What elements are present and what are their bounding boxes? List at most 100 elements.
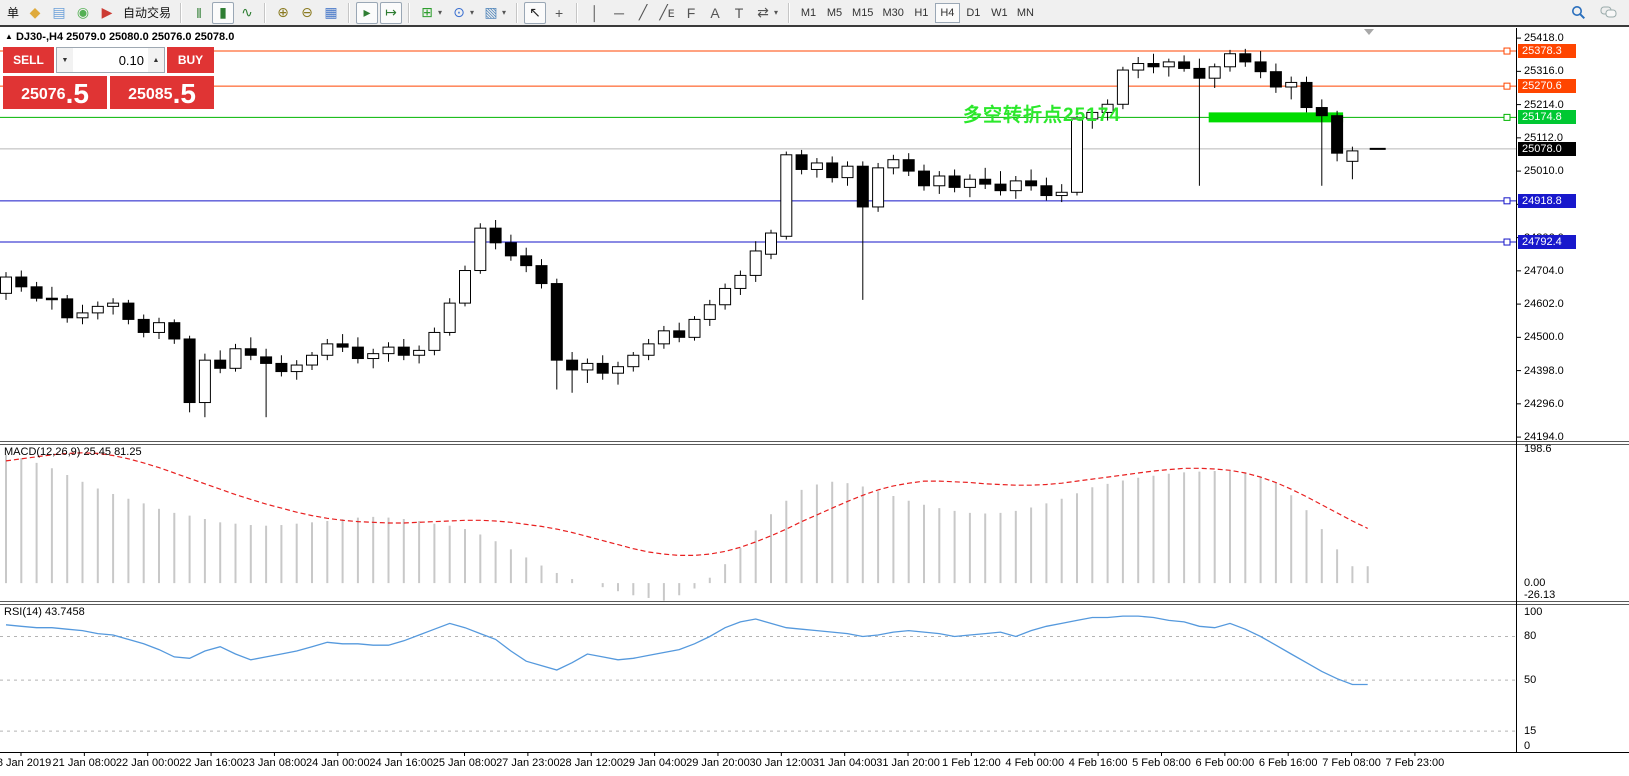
fibonacci-icon[interactable]: F bbox=[686, 4, 696, 21]
candle-body bbox=[428, 331, 441, 351]
candle-body bbox=[1285, 81, 1298, 88]
timeframe-m5[interactable]: M5 bbox=[826, 6, 843, 19]
time-tick-label: 1 Feb 12:00 bbox=[942, 757, 1001, 769]
price-tick-label: 25418.0 bbox=[1524, 32, 1564, 45]
zoom-in-icon[interactable]: ⊕ bbox=[277, 4, 289, 20]
timeframe-m1[interactable]: M1 bbox=[800, 6, 817, 19]
autotrading-button[interactable]: ▶ bbox=[101, 4, 113, 20]
volume-down-button[interactable]: ▼ bbox=[57, 48, 73, 72]
time-tick-label: 22 Jan 16:00 bbox=[179, 757, 243, 769]
toolbar-separator bbox=[408, 2, 411, 23]
macd-splitter[interactable] bbox=[0, 441, 1629, 445]
timeframe-h4[interactable]: H4 bbox=[934, 2, 960, 23]
volume-input[interactable] bbox=[73, 48, 148, 72]
bar-chart-type-icon[interactable]: ‖ bbox=[196, 4, 202, 21]
arrows-tool-icon-caret[interactable]: ▾ bbox=[774, 8, 779, 17]
price-tick-label: 24296.0 bbox=[1524, 397, 1564, 410]
candle-body bbox=[979, 178, 992, 185]
timeframe-m30[interactable]: M30 bbox=[882, 6, 904, 19]
candle-body bbox=[688, 318, 701, 338]
vertical-line-icon[interactable]: │ bbox=[590, 4, 600, 21]
level-anchor-square bbox=[1503, 82, 1511, 90]
arrows-tool-icon[interactable]: ⇄ bbox=[757, 4, 769, 20]
chat-icon[interactable] bbox=[1597, 2, 1619, 24]
price-tick-label: 25316.0 bbox=[1524, 65, 1564, 78]
price-badge: 24792.4 bbox=[1518, 235, 1576, 250]
trendline-icon[interactable]: ╱ bbox=[638, 4, 648, 20]
timeframe-mn[interactable]: MN bbox=[1016, 6, 1034, 19]
candle-body bbox=[351, 346, 364, 360]
candle-body bbox=[612, 366, 624, 374]
new-order-icon[interactable]: ◆ bbox=[29, 4, 41, 20]
text-tool-icon[interactable]: A bbox=[710, 4, 720, 21]
macd-label: MACD(12,26,9) 25.45 81.25 bbox=[4, 446, 142, 458]
indicators-icon[interactable]: ⊞ bbox=[421, 4, 433, 20]
crosshair-icon[interactable]: + bbox=[554, 4, 564, 21]
rsi-splitter[interactable] bbox=[0, 601, 1629, 605]
level-anchor-square bbox=[1503, 113, 1511, 121]
time-tick-label: 21 Jan 08:00 bbox=[52, 757, 117, 769]
timeframe-buttons: M1 M5 M15 M30 H1 H4 D1 W1 MN bbox=[796, 2, 1038, 23]
candle-body bbox=[657, 330, 670, 345]
chart-shift-marker[interactable] bbox=[1364, 29, 1374, 35]
indicators-icon-caret[interactable]: ▾ bbox=[438, 8, 443, 17]
candle-body bbox=[367, 353, 380, 360]
price-tick-label: 24194.0 bbox=[1524, 431, 1564, 444]
toolbar-separator bbox=[788, 2, 791, 23]
candle-body bbox=[1315, 107, 1328, 117]
open-chart-icon[interactable]: ▤ bbox=[52, 4, 66, 20]
periods-icon[interactable]: ⊙ bbox=[453, 4, 465, 20]
candle-body bbox=[1208, 66, 1221, 79]
buy-button[interactable]: BUY bbox=[167, 47, 214, 73]
candle-body bbox=[535, 265, 548, 285]
zoom-out-icon[interactable]: ⊖ bbox=[301, 4, 313, 20]
candle-body bbox=[76, 312, 89, 319]
macd-axis-label: -26.13 bbox=[1524, 589, 1556, 601]
candle-body bbox=[1055, 191, 1068, 197]
toolbar: 单 ◆ ▤ ◉ ▶ 自动交易 ‖ ▮ ∿ ⊕ ⊖ ▦ ▸ ↦ ⊞ ▾ ⊙ ▾ ▧ ▾ ↖ + │ ─ ╱ ╱ᴇ F A T ⇄ ▾ M1 M5… bbox=[0, 0, 1629, 27]
candle-body bbox=[795, 154, 808, 170]
timeframe-m15[interactable]: M15 bbox=[852, 6, 874, 19]
candle-body bbox=[581, 362, 594, 371]
buy-price[interactable]: 25085 .5 bbox=[110, 76, 214, 109]
candle-body bbox=[443, 302, 456, 333]
cursor-icon[interactable]: ↖ bbox=[524, 1, 547, 24]
horizontal-line-icon[interactable]: ─ bbox=[614, 4, 624, 21]
timeframe-h1[interactable]: H1 bbox=[914, 6, 929, 19]
candle-body bbox=[489, 227, 502, 244]
support-zone-bar bbox=[1208, 112, 1344, 123]
candle-body bbox=[0, 276, 12, 294]
text-label-icon[interactable]: T bbox=[734, 4, 744, 21]
time-tick-label: 4 Feb 00:00 bbox=[1005, 757, 1065, 769]
time-tick-label: 29 Jan 04:00 bbox=[622, 757, 687, 769]
candle-body bbox=[260, 356, 273, 364]
candlestick-type-icon[interactable]: ▮ bbox=[212, 1, 235, 24]
rsi-axis-label: 50 bbox=[1524, 674, 1537, 687]
timeframe-w1[interactable]: W1 bbox=[991, 6, 1008, 19]
templates-icon-caret[interactable]: ▾ bbox=[502, 8, 507, 17]
sell-button[interactable]: SELL bbox=[3, 47, 54, 73]
tile-windows-icon[interactable]: ▦ bbox=[324, 4, 338, 20]
search-icon[interactable] bbox=[1567, 2, 1589, 24]
timeframe-d1[interactable]: D1 bbox=[966, 6, 981, 19]
chart-shift-icon[interactable]: ↦ bbox=[380, 1, 403, 24]
signals-icon[interactable]: ◉ bbox=[76, 4, 90, 20]
templates-icon[interactable]: ▧ bbox=[484, 4, 498, 20]
candle-body bbox=[1116, 69, 1129, 105]
equidistant-channel-icon[interactable]: ╱ᴇ bbox=[659, 4, 675, 20]
candle-body bbox=[520, 255, 533, 267]
candle-body bbox=[673, 330, 686, 338]
collapse-arrow-icon[interactable]: ▲ bbox=[5, 32, 13, 41]
order-menu-partial[interactable]: 单 bbox=[7, 6, 20, 20]
candle-body bbox=[1101, 103, 1114, 113]
auto-scroll-icon[interactable]: ▸ bbox=[356, 1, 379, 24]
sell-price[interactable]: 25076 .5 bbox=[3, 76, 107, 109]
autotrading-button-label[interactable]: 自动交易 bbox=[123, 6, 172, 20]
volume-up-button[interactable]: ▲ bbox=[148, 48, 164, 72]
rsi-label: RSI(14) 43.7458 bbox=[4, 606, 85, 618]
candle-body bbox=[872, 167, 885, 208]
periods-icon-caret[interactable]: ▾ bbox=[470, 8, 475, 17]
candle-body bbox=[826, 162, 839, 179]
line-chart-type-icon[interactable]: ∿ bbox=[241, 4, 253, 20]
